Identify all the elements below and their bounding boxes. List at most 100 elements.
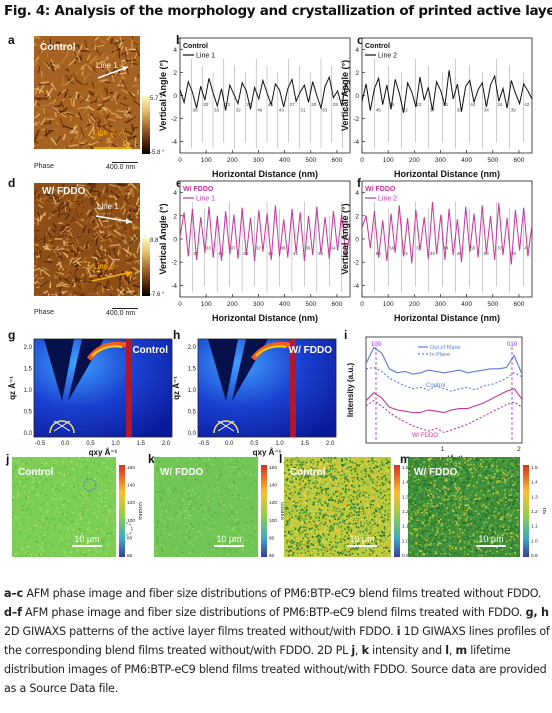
panel-f-letter: f	[357, 176, 361, 190]
map-pixel	[366, 522, 368, 525]
map-pixel	[328, 469, 331, 472]
map-pixel	[175, 490, 178, 492]
map-pixel	[73, 488, 75, 491]
map-pixel	[342, 464, 345, 467]
map-pixel	[294, 491, 297, 494]
map-pixel	[174, 524, 177, 527]
map-pixel	[246, 497, 248, 500]
afm-fiber	[57, 201, 64, 210]
map-pixel	[440, 520, 442, 523]
afm-fiber	[132, 225, 135, 231]
map-pixel	[377, 541, 380, 543]
map-pixel	[378, 520, 381, 522]
map-pixel	[79, 537, 81, 539]
afm-fiber	[98, 264, 102, 272]
map-pixel	[379, 540, 382, 543]
map-pixel	[347, 537, 349, 540]
map-pixel	[435, 500, 437, 503]
map-pixel	[287, 535, 290, 537]
map-pixel	[193, 477, 196, 480]
map-pixel	[334, 535, 337, 538]
afm-fiber	[94, 217, 100, 228]
map-pixel	[412, 549, 415, 552]
map-pixel	[375, 522, 377, 525]
map-pixel	[312, 494, 315, 497]
map-pixel	[413, 554, 415, 556]
afm-fiber	[51, 63, 60, 69]
map-pixel	[381, 516, 383, 519]
map-pixel	[320, 478, 322, 481]
map-pixel	[29, 509, 32, 511]
map-pixel	[290, 549, 293, 552]
map-pixel	[316, 523, 318, 526]
afm-fiber	[78, 276, 85, 282]
map-pixel	[326, 509, 329, 511]
afm-fiber	[94, 264, 97, 270]
map-pixel	[363, 533, 366, 536]
map-pixel	[512, 531, 514, 534]
line1-arrow-head	[122, 66, 128, 71]
map-pixel	[453, 514, 456, 517]
map-pixel	[354, 520, 356, 523]
map-pixel	[307, 517, 310, 519]
map-pixel	[314, 524, 316, 526]
map-pixel	[327, 533, 330, 536]
map-pixel	[384, 482, 386, 484]
map-pixel	[61, 539, 64, 541]
map-pixel	[45, 517, 48, 520]
map-pixel	[287, 475, 290, 478]
map-pixel	[316, 471, 319, 474]
afm-fiber	[48, 239, 53, 242]
map-pixel	[41, 528, 43, 531]
map-pixel	[289, 533, 292, 536]
map-pixel	[250, 508, 253, 510]
map-pixel	[417, 482, 420, 485]
map-pixel	[324, 492, 326, 494]
afm-fiber	[81, 200, 84, 208]
map-pixel	[305, 520, 307, 522]
map-pixel	[348, 524, 351, 526]
map-pixel	[376, 548, 379, 550]
map-pixel	[302, 461, 304, 463]
map-pixel	[350, 499, 352, 502]
map-pixel	[244, 539, 246, 542]
afm-fiber	[39, 281, 49, 288]
map-pixel	[188, 488, 191, 491]
afm-fiber	[64, 78, 74, 86]
map-pixel	[514, 520, 517, 523]
map-pixel	[336, 541, 339, 544]
map-pixel	[455, 487, 458, 490]
afm-fiber	[40, 197, 49, 200]
map-pixel	[194, 492, 196, 495]
map-pixel	[434, 553, 437, 555]
map-pixel	[291, 477, 293, 480]
map-pixel	[335, 466, 337, 469]
map-pixel	[429, 488, 432, 490]
map-pixel	[24, 516, 27, 518]
map-pixel	[97, 497, 99, 500]
map-pixel	[352, 516, 354, 518]
map-pixel	[315, 516, 317, 519]
map-pixel	[38, 543, 41, 546]
x-tick-label: 600	[331, 157, 342, 164]
afm-fiber	[72, 250, 78, 259]
map-pixel	[317, 553, 319, 555]
map-pixel	[335, 469, 337, 472]
map-pixel	[497, 490, 499, 493]
map-pixel	[175, 553, 178, 556]
map-pixel	[343, 468, 346, 471]
map-pixel	[103, 536, 106, 538]
afm-fiber	[108, 124, 113, 128]
afm-fiber	[134, 270, 140, 275]
map-pixel	[297, 510, 300, 513]
map-pixel	[333, 506, 335, 509]
afm-fiber	[71, 266, 83, 270]
afm-fiber	[76, 283, 82, 290]
map-pixel	[166, 525, 169, 528]
map-pixel	[156, 468, 158, 470]
map-pixel	[303, 526, 305, 529]
map-pixel	[356, 509, 359, 512]
map-pixel	[231, 507, 233, 510]
map-pixel	[108, 509, 110, 512]
afm-fiber	[46, 87, 54, 98]
